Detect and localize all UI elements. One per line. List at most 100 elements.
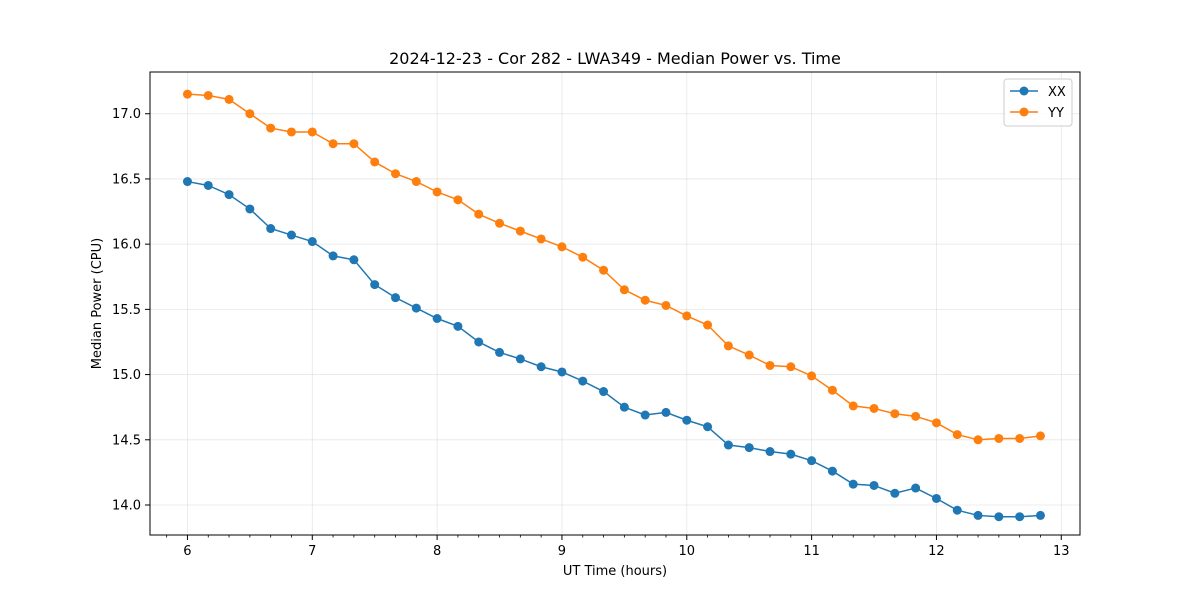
x-tick-label: 7 [308, 544, 316, 559]
data-point-xx [1035, 510, 1045, 520]
y-tick-label: 16.5 [112, 172, 141, 187]
data-point-yy [349, 139, 359, 149]
data-point-xx [432, 313, 442, 323]
y-tick-label: 15.0 [112, 368, 141, 383]
data-point-xx [827, 466, 837, 476]
data-point-xx [245, 204, 255, 214]
data-point-xx [515, 354, 525, 364]
data-point-xx [266, 224, 276, 234]
x-tick-label: 10 [679, 544, 696, 559]
data-point-yy [661, 300, 671, 310]
data-point-xx [786, 449, 796, 459]
data-point-yy [827, 385, 837, 395]
data-point-yy [266, 123, 276, 133]
data-point-yy [786, 362, 796, 372]
data-point-yy [286, 127, 296, 137]
data-point-yy [703, 320, 713, 330]
data-point-xx [911, 483, 921, 493]
data-point-yy [432, 187, 442, 197]
data-point-xx [765, 447, 775, 457]
x-tick-label: 6 [183, 544, 191, 559]
data-point-xx [536, 362, 546, 372]
data-point-xx [203, 180, 213, 190]
data-point-yy [723, 341, 733, 351]
y-tick-label: 15.5 [112, 303, 141, 318]
x-tick-label: 13 [1053, 544, 1070, 559]
data-point-yy [182, 89, 192, 99]
data-point-yy [869, 403, 879, 413]
data-point-yy [474, 209, 484, 219]
data-point-xx [682, 415, 692, 425]
data-point-yy [328, 139, 338, 149]
data-point-xx [744, 443, 754, 453]
y-tick-label: 14.5 [112, 433, 141, 448]
data-point-yy [931, 418, 941, 428]
data-point-yy [536, 234, 546, 244]
x-tick-label: 9 [558, 544, 566, 559]
data-point-yy [411, 177, 421, 187]
data-point-xx [599, 387, 609, 397]
data-point-yy [370, 157, 380, 167]
legend-label-yy: YY [1047, 106, 1064, 121]
series-layer [182, 89, 1045, 522]
data-point-yy [203, 90, 213, 100]
data-point-xx [224, 190, 234, 200]
data-point-yy [619, 285, 629, 295]
y-tick-label: 14.0 [112, 499, 141, 514]
data-point-yy [245, 109, 255, 119]
chart-title: 2024-12-23 - Cor 282 - LWA349 - Median P… [389, 49, 841, 68]
data-point-xx [370, 280, 380, 290]
data-point-xx [557, 367, 567, 377]
data-point-xx [661, 407, 671, 417]
legend-label-xx: XX [1048, 85, 1066, 100]
legend: XX YY [1003, 78, 1073, 127]
data-point-xx [495, 347, 505, 357]
x-tick-label: 11 [803, 544, 820, 559]
data-point-xx [890, 488, 900, 498]
data-point-yy [765, 360, 775, 370]
data-point-yy [495, 218, 505, 228]
data-point-xx [474, 337, 484, 347]
data-point-xx [578, 376, 588, 386]
data-point-xx [391, 293, 401, 303]
data-point-xx [994, 512, 1004, 522]
y-tick-label: 16.0 [112, 238, 141, 253]
plot-frame [149, 71, 1081, 536]
data-point-yy [557, 242, 567, 252]
data-point-xx [349, 255, 359, 265]
data-point-xx [182, 177, 192, 187]
data-point-yy [224, 94, 234, 104]
data-point-yy [848, 401, 858, 411]
data-point-yy [994, 433, 1004, 443]
data-point-yy [973, 435, 983, 445]
data-point-yy [890, 409, 900, 419]
data-point-yy [744, 350, 754, 360]
data-point-xx [848, 479, 858, 489]
data-point-xx [973, 510, 983, 520]
legend-marker-yy [1019, 107, 1029, 117]
y-axis-label: Median Power (CPU) [90, 238, 105, 369]
x-tick-label: 8 [433, 544, 441, 559]
data-point-yy [952, 430, 962, 440]
data-point-yy [391, 169, 401, 179]
data-point-yy [599, 265, 609, 275]
data-point-xx [703, 422, 713, 432]
axes: 6 7 8 9 10 11 12 13 14.0 14.5 15.0 15.5 16.0 16.5 17.0 [112, 107, 1070, 559]
data-point-xx [307, 237, 317, 247]
data-point-xx [640, 410, 650, 420]
data-point-xx [286, 230, 296, 240]
data-point-xx [411, 303, 421, 313]
data-point-xx [328, 251, 338, 261]
data-point-yy [911, 411, 921, 421]
data-point-yy [307, 127, 317, 137]
legend-marker-xx [1019, 86, 1029, 96]
data-point-yy [515, 226, 525, 236]
data-point-yy [1035, 431, 1045, 441]
y-tick-label: 17.0 [112, 107, 141, 122]
x-axis-label: UT Time (hours) [563, 564, 667, 579]
data-point-yy [640, 295, 650, 305]
data-point-xx [1015, 512, 1025, 522]
data-point-xx [869, 480, 879, 490]
